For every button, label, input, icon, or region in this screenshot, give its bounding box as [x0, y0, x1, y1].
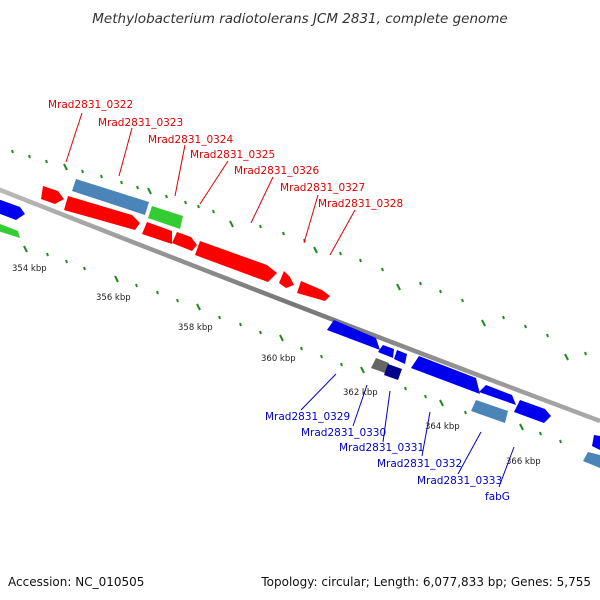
gene-label-mrad2831-0329: Mrad2831_0329 [265, 411, 350, 423]
kbp-label-362: 362 kbp [343, 388, 378, 398]
genome-summary-text: Topology: circular; Length: 6,077,833 bp… [261, 575, 591, 589]
plus-strand-genes[interactable] [41, 179, 330, 301]
kbp-label-354: 354 kbp [12, 264, 47, 274]
gene-navy [384, 364, 402, 380]
gene-label-mrad2831-0323: Mrad2831_0323 [98, 117, 183, 129]
gene-label-mrad2831-0325: Mrad2831_0325 [190, 149, 275, 161]
minus-strand-genes[interactable] [327, 320, 600, 468]
gene-mrad2831-0323 [72, 179, 149, 215]
minus-label-leaders [300, 373, 515, 488]
gene-mrad2831-0326 [195, 241, 277, 282]
gene-partial-blue-left [0, 199, 25, 220]
kbp-label-360: 360 kbp [261, 354, 296, 364]
gene-partial-green-left [0, 223, 20, 238]
plus-label-leaders [65, 112, 356, 256]
genome-backbone [0, 187, 600, 424]
gene-label-mrad2831-0330: Mrad2831_0330 [301, 427, 386, 439]
gene-mrad2831-0324 [148, 206, 183, 229]
gene-partial-steel-right [583, 452, 600, 468]
gene-mrad2831-0333-b [471, 400, 508, 423]
gene-mrad2831-0322 [41, 186, 64, 204]
genome-title: Methylobacterium radiotolerans JCM 2831,… [92, 11, 507, 27]
gene-mrad2831-0325 [172, 232, 197, 251]
gene-label-mrad2831-0331: Mrad2831_0331 [339, 442, 424, 454]
upper-tick-track [11, 149, 587, 361]
gene-label-mrad2831-0324: Mrad2831_0324 [148, 134, 233, 146]
gene-partial-blue-right [592, 435, 600, 450]
gene-label-mrad2831-0333: Mrad2831_0333 [417, 475, 502, 487]
lower-tick-track [23, 245, 562, 444]
gene-label-mrad2831-0328: Mrad2831_0328 [318, 198, 403, 210]
kbp-labels: 354 kbp 356 kbp 358 kbp 360 kbp 362 kbp … [12, 264, 541, 467]
gene-mrad2831-0332 [411, 356, 480, 394]
kbp-label-358: 358 kbp [178, 323, 213, 333]
gene-red-a [64, 196, 140, 230]
gene-red-b [142, 222, 172, 244]
kbp-label-364: 364 kbp [425, 422, 460, 432]
gene-mrad2831-0329 [327, 320, 380, 350]
gene-fabg [514, 400, 551, 423]
gene-mrad2831-0331 [394, 350, 407, 364]
gene-mrad2831-0333-a [479, 385, 516, 405]
left-edge-genes[interactable] [0, 198, 25, 238]
gene-label-mrad2831-0326: Mrad2831_0326 [234, 165, 319, 177]
gene-mrad2831-0328 [297, 281, 330, 301]
gene-mrad2831-0327 [279, 271, 294, 288]
gene-label-mrad2831-0327: Mrad2831_0327 [280, 182, 365, 194]
kbp-label-356: 356 kbp [96, 293, 131, 303]
kbp-label-366: 366 kbp [506, 457, 541, 467]
plus-strand-labels[interactable]: Mrad2831_0322 Mrad2831_0323 Mrad2831_032… [48, 99, 403, 210]
minus-strand-labels[interactable]: Mrad2831_0329 Mrad2831_0330 Mrad2831_033… [265, 411, 510, 503]
accession-text: Accession: NC_010505 [8, 575, 145, 589]
gene-label-mrad2831-0332: Mrad2831_0332 [377, 458, 462, 470]
gene-mrad2831-0330 [378, 345, 394, 358]
gene-gray [371, 358, 389, 373]
gene-label-mrad2831-0322: Mrad2831_0322 [48, 99, 133, 111]
gene-label-fabg: fabG [485, 491, 510, 503]
